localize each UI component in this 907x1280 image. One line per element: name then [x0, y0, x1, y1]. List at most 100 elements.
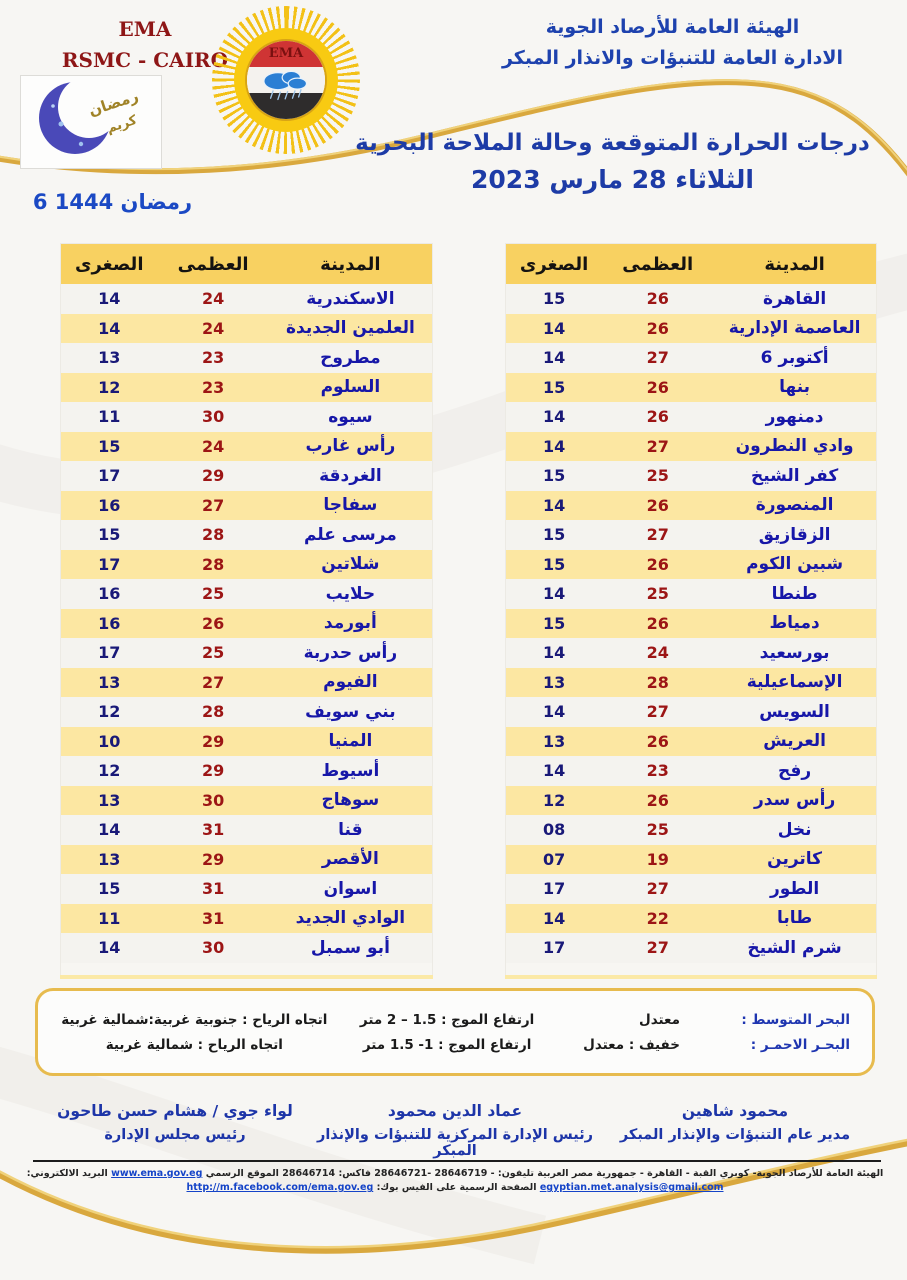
table-row: كاترين 19 07: [505, 844, 877, 874]
city-cell: سيوه: [328, 406, 373, 427]
min-temp-cell: 14: [542, 702, 566, 722]
table-row: أبو سمبل 30 14: [60, 933, 433, 963]
min-temp-cell: 12: [98, 702, 121, 722]
max-temp-cell: 25: [646, 466, 669, 486]
table-row: رأس حدربة 25 17: [60, 638, 433, 668]
min-temp-cell: 17: [98, 643, 121, 663]
min-temp-cell: 14: [542, 436, 566, 456]
city-cell: وادي النطرون: [735, 436, 854, 457]
footer-address: الهيئة العامة للأرصاد الجوية- كوبري القب…: [205, 1168, 884, 1179]
table-row: الطور 27 17: [505, 874, 877, 904]
max-temp-cell: 29: [201, 761, 225, 781]
table-row: بورسعيد 24 14: [505, 638, 877, 668]
right-temps-table: المدينة العظمى الصغرى القاهرة 26 15 العاصمة…: [505, 243, 877, 979]
table-row: الزقازيق 27 15: [505, 520, 877, 550]
signature-title: رئيس الإدارة المركزية للتنبؤات والإنذار …: [316, 1127, 593, 1159]
egypt-flag-emblem: EMA: [245, 39, 327, 121]
org-ar-line2: الادارة العامة للتنبؤات والانذار المبكر: [501, 47, 844, 70]
city-cell: رأس غارب: [305, 436, 396, 457]
min-temp-cell: 16: [98, 613, 121, 633]
city-cell: سفاجا: [323, 495, 378, 516]
table-row: رفح 23 14: [505, 756, 877, 786]
max-temp-cell: 25: [201, 643, 225, 663]
footer-email-label: البريد الالكتروني:: [26, 1168, 108, 1179]
table-row: أبورمد 26 16: [60, 608, 433, 638]
min-temp-cell: 15: [542, 554, 566, 574]
official-site-link[interactable]: www.ema.gov.eg: [111, 1168, 203, 1179]
table-row: وادي النطرون 27 14: [505, 431, 877, 461]
table-row: سيوه 30 11: [60, 402, 433, 432]
max-temp-cell: 28: [201, 525, 225, 545]
city-cell: مرسى علم: [303, 524, 397, 545]
city-cell: كاترين: [767, 849, 823, 870]
title-date: الثلاثاء 28 مارس 2023: [471, 165, 754, 194]
max-temp-cell: 25: [646, 820, 669, 840]
max-temp-cell: 26: [646, 554, 669, 574]
max-temp-cell: 27: [646, 525, 669, 545]
min-temp-cell: 14: [98, 318, 121, 338]
city-cell: 6 أكتوبر: [760, 347, 829, 368]
city-cell: المنصورة: [755, 495, 834, 516]
max-temp-cell: 27: [646, 702, 669, 722]
column-header-min: الصغرى: [60, 243, 158, 284]
city-cell: بنها: [779, 377, 811, 398]
org-ar-line1: الهيئة العامة للأرصاد الجوية: [545, 16, 800, 38]
page-title: درجات الحرارة المتوقعة وحالة الملاحة الب…: [330, 130, 895, 194]
table-row: الإسماعيلية 28 13: [505, 667, 877, 697]
max-temp-cell: 25: [646, 584, 669, 604]
min-temp-cell: 14: [98, 938, 121, 958]
table-row: الغردقة 29 17: [60, 461, 433, 491]
table-row: بنها 26 15: [505, 372, 877, 402]
max-temp-cell: 23: [646, 761, 669, 781]
table-row: نخل 25 08: [505, 815, 877, 845]
table-row: القاهرة 26 15: [505, 284, 877, 314]
city-cell: أسيوط: [321, 760, 380, 781]
logo-ema-text: EMA: [268, 46, 304, 62]
max-temp-cell: 31: [201, 820, 225, 840]
min-temp-cell: 17: [98, 466, 121, 486]
min-temp-cell: 17: [542, 938, 566, 958]
max-temp-cell: 24: [201, 318, 225, 338]
hijri-date: 6 رمضان 1444: [32, 190, 193, 214]
min-temp-cell: 16: [98, 495, 121, 515]
max-temp-cell: 31: [201, 879, 225, 899]
min-temp-cell: 17: [98, 554, 121, 574]
max-temp-cell: 29: [201, 849, 225, 869]
city-cell: مطروح: [320, 347, 381, 368]
table-row: المنصورة 26 14: [505, 490, 877, 520]
red-sea-state: خفيف : معتدل: [583, 1036, 680, 1053]
max-temp-cell: 28: [646, 672, 669, 692]
mediterranean-wave-height: ارتفاع الموج : 1.5 – 2 متر: [359, 1011, 535, 1028]
max-temp-cell: 24: [201, 436, 225, 456]
footer-divider: [33, 1160, 881, 1162]
email-link[interactable]: egyptian.met.analysis@gmail.com: [539, 1182, 724, 1194]
table-row: العاصمة الإدارية 26 14: [505, 313, 877, 343]
min-temp-cell: 13: [98, 672, 121, 692]
facebook-link[interactable]: http://m.facebook.com/ema.gov.eg: [186, 1182, 374, 1194]
table-row: السلوم 23 12: [60, 372, 433, 402]
city-cell: رفح: [778, 760, 812, 781]
max-temp-cell: 26: [646, 790, 669, 810]
min-temp-cell: 11: [98, 407, 121, 427]
min-temp-cell: 10: [98, 731, 121, 751]
city-cell: شرم الشيخ: [747, 937, 842, 958]
mediterranean-state: معتدل: [638, 1011, 680, 1028]
max-temp-cell: 30: [201, 938, 225, 958]
max-temp-cell: 24: [201, 289, 225, 309]
min-temp-cell: 14: [542, 584, 566, 604]
signature-director-general: محمود شاهين مدير عام التنبؤات والإنذار ا…: [595, 1102, 875, 1159]
signatures-block: محمود شاهين مدير عام التنبؤات والإنذار ا…: [35, 1102, 875, 1159]
table-row: الفيوم 27 13: [60, 667, 433, 697]
footer-facebook-label: الصفحة الرسمية على الفيس بوك:: [376, 1182, 537, 1194]
column-header-max: العظمى: [602, 243, 714, 284]
org-name-english: EMA RSMC - CAIRO: [35, 14, 255, 76]
city-cell: حلايب: [325, 583, 376, 604]
flag-red-band: [247, 41, 325, 67]
max-temp-cell: 29: [201, 466, 225, 486]
city-cell: القاهرة: [762, 288, 827, 309]
table-row: أسيوط 29 12: [60, 756, 433, 786]
min-temp-cell: 15: [542, 289, 566, 309]
min-temp-cell: 14: [542, 318, 566, 338]
max-temp-cell: 30: [201, 790, 225, 810]
